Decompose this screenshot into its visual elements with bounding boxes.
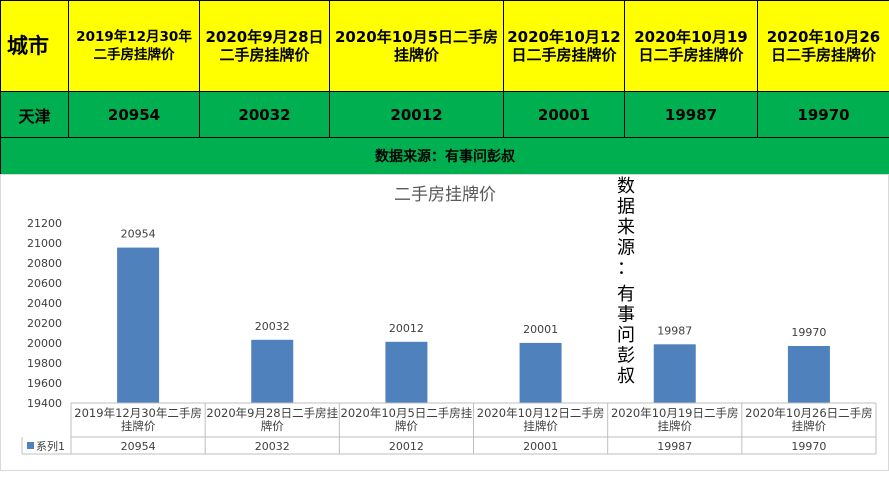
x-tick-label: 牌价 — [395, 419, 418, 433]
column-header-2020-10-26: 2020年10月26日二手房挂牌价 — [757, 0, 889, 92]
watermark-char: 叔 — [617, 366, 635, 387]
watermark-char: 有 — [617, 284, 635, 305]
chart-title: 二手房挂牌价 — [394, 185, 496, 205]
watermark-char: 来 — [617, 217, 635, 238]
bar — [519, 342, 562, 403]
bar — [787, 346, 830, 403]
y-tick-label: 19400 — [27, 397, 62, 410]
data-label: 19970 — [791, 326, 826, 339]
value-cell: 20032 — [199, 91, 330, 138]
data-label: 19987 — [657, 324, 692, 337]
data-table-value: 19987 — [657, 440, 692, 453]
x-tick-label: 挂牌价 — [121, 419, 156, 433]
value-cell: 20012 — [329, 91, 504, 138]
data-table-value: 20032 — [255, 440, 290, 453]
bar — [117, 247, 160, 403]
watermark-char: 问 — [617, 325, 635, 346]
data-table-value: 20954 — [121, 440, 156, 453]
bar — [251, 339, 294, 403]
x-tick-label: 牌价 — [261, 419, 284, 433]
x-tick-label: 挂牌价 — [523, 419, 558, 433]
data-row: 天津 20954 20032 20012 20001 19987 19970 — [0, 91, 889, 138]
y-tick-label: 20200 — [27, 317, 62, 330]
x-tick-label: 挂牌价 — [658, 419, 693, 433]
legend-key — [27, 442, 34, 449]
column-header-2020-10-12: 2020年10月12日二手房挂牌价 — [503, 0, 625, 92]
x-tick-label: 挂牌价 — [792, 419, 827, 433]
value-cell: 20001 — [503, 91, 625, 138]
watermark-char: 数 — [617, 176, 635, 197]
watermark-char: 彭 — [617, 346, 635, 367]
city-column-header: 城市 — [0, 0, 69, 92]
watermark-char: ： — [617, 258, 635, 279]
bar — [385, 341, 428, 403]
data-label: 20032 — [255, 320, 290, 333]
data-label: 20954 — [121, 228, 156, 241]
watermark-char: 源 — [617, 238, 635, 259]
value-cell: 19970 — [757, 91, 889, 138]
price-bar-chart: 二手房挂牌价 19400 19600 19800 20000 20200 20400 2060… — [0, 174, 889, 471]
x-tick-label: 2020年9月28日二手房挂 — [206, 406, 338, 420]
column-header-2020-10-19: 2020年10月19日二手房挂牌价 — [624, 0, 758, 92]
city-cell: 天津 — [0, 91, 69, 138]
bar — [653, 344, 696, 403]
x-tick-label: 2020年10月12日二手房 — [477, 406, 605, 420]
x-tick-label: 2019年12月30年二手房 — [74, 406, 202, 420]
data-table-value: 20012 — [389, 440, 424, 453]
watermark-char: 事 — [617, 305, 635, 326]
y-tick-label: 20400 — [27, 297, 62, 310]
price-table: 城市 2019年12月30年二手房挂牌价 2020年9月28日二手房挂牌价 20… — [0, 0, 889, 174]
y-tick-label: 20800 — [27, 257, 62, 270]
data-table-value: 19970 — [791, 440, 826, 453]
source-row: 数据来源：有事问彭叔 — [0, 137, 889, 174]
x-tick-label: 2020年10月19日二手房 — [611, 406, 739, 420]
data-label: 20012 — [389, 322, 424, 335]
source-note: 数据来源：有事问彭叔 — [0, 137, 889, 174]
value-cell: 19987 — [624, 91, 758, 138]
x-tick-label: 2020年10月26日二手房 — [745, 406, 873, 420]
column-header-2020-09-28: 2020年9月28日二手房挂牌价 — [199, 0, 330, 92]
legend-series-name: 系列1 — [36, 439, 65, 453]
y-tick-label: 20600 — [27, 277, 62, 290]
y-tick-label: 21200 — [27, 217, 62, 230]
watermark-char: 据 — [617, 197, 635, 218]
column-header-2020-10-05: 2020年10月5日二手房挂牌价 — [329, 0, 504, 92]
column-header-2019-12-30: 2019年12月30年二手房挂牌价 — [68, 0, 200, 92]
value-cell: 20954 — [68, 91, 200, 138]
header-row: 城市 2019年12月30年二手房挂牌价 2020年9月28日二手房挂牌价 20… — [0, 0, 889, 92]
y-tick-label: 21000 — [27, 237, 62, 250]
y-tick-label: 19800 — [27, 357, 62, 370]
data-label: 20001 — [523, 323, 558, 336]
y-tick-label: 19600 — [27, 377, 62, 390]
x-tick-label: 2020年10月5日二手房挂 — [341, 406, 473, 420]
y-tick-label: 20000 — [27, 337, 62, 350]
data-table-value: 20001 — [523, 440, 558, 453]
